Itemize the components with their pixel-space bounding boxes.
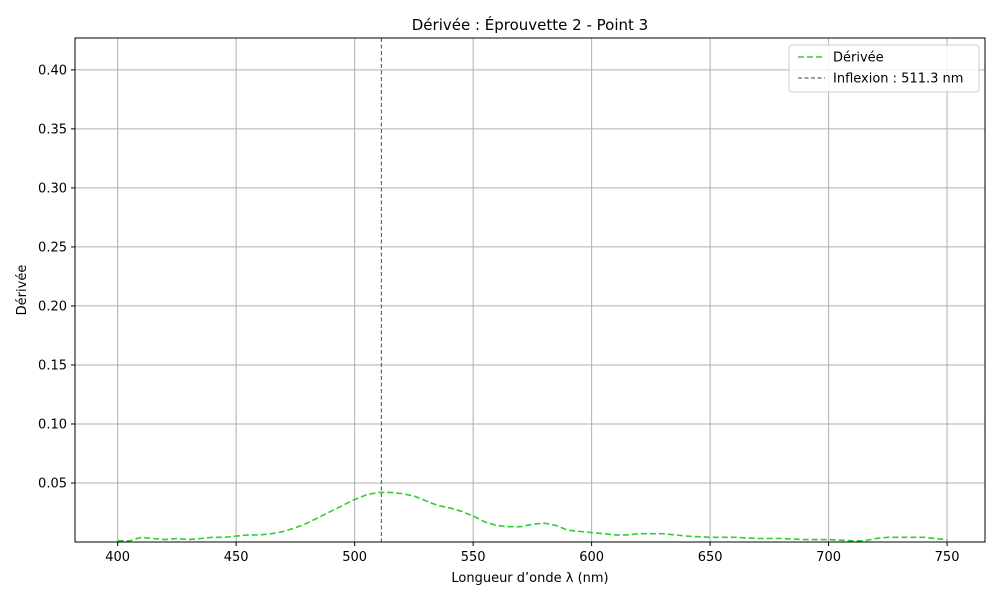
x-tick-label: 600	[579, 550, 604, 565]
y-tick-label: 0.25	[38, 240, 67, 255]
y-tick-label: 0.30	[38, 181, 67, 196]
legend: Dérivée Inflexion : 511.3 nm	[788, 44, 980, 93]
x-tick-label: 700	[816, 550, 841, 565]
x-tick-label: 550	[461, 550, 486, 565]
y-tick-label: 0.40	[38, 63, 67, 78]
y-tick-label: 0.20	[38, 299, 67, 314]
legend-label: Inflexion : 511.3 nm	[833, 72, 963, 87]
y-axis-ticks: 0.05 0.10 0.15 0.20 0.25 0.30 0.35 0.40	[38, 63, 75, 491]
y-axis-title: Dérivée	[15, 265, 30, 316]
legend-box	[788, 44, 980, 93]
x-tick-label: 650	[698, 550, 723, 565]
plot-frame	[74, 37, 986, 543]
chart-title: Dérivée : Éprouvette 2 - Point 3	[412, 15, 648, 34]
legend-item-derivee: Dérivée	[798, 51, 884, 66]
legend-label: Dérivée	[833, 51, 884, 66]
x-axis-title: Longueur d’onde λ (nm)	[451, 571, 608, 586]
series-lines	[117, 491, 948, 542]
grid	[75, 38, 985, 542]
y-tick-label: 0.15	[38, 358, 67, 373]
legend-item-inflexion: Inflexion : 511.3 nm	[798, 72, 963, 87]
x-tick-label: 450	[224, 550, 249, 565]
legend-items: Dérivée Inflexion : 511.3 nm	[798, 51, 963, 87]
y-tick-label: 0.35	[38, 122, 67, 137]
x-tick-label: 750	[935, 550, 960, 565]
x-tick-label: 500	[342, 550, 367, 565]
y-tick-label: 0.05	[38, 476, 67, 491]
x-tick-label: 400	[105, 550, 130, 565]
x-axis-ticks: 400 450 500 550 600 650 700 750	[105, 542, 959, 565]
series-line-derivee	[117, 491, 948, 542]
y-tick-label: 0.10	[38, 417, 67, 432]
